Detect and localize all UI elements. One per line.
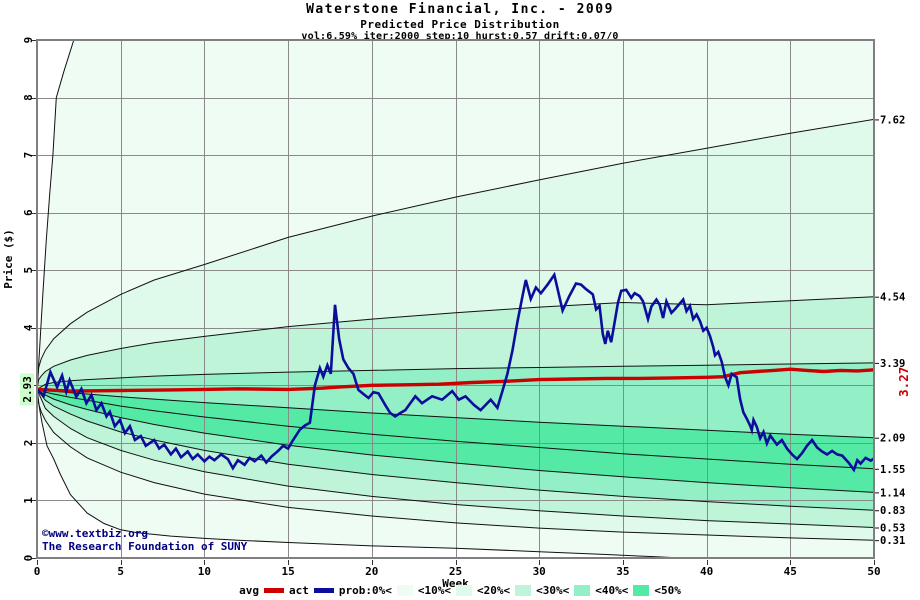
contour-end-label: 4.54 — [880, 292, 905, 304]
legend-band-label: <50% — [654, 584, 681, 597]
x-axis-tick-label: 40 — [700, 565, 713, 578]
legend-avg-line-swatch — [264, 588, 284, 593]
x-axis-tick-label: 50 — [867, 565, 880, 578]
act-line — [37, 271, 874, 473]
contour-end-label: 2.09 — [880, 433, 905, 445]
contour-line-p80 — [37, 296, 874, 390]
contour-line-p90 — [37, 118, 874, 390]
page-title: Waterstone Financial, Inc. - 2009 — [306, 2, 614, 17]
y-axis-tick-label: 1 — [22, 497, 35, 504]
contour-line-p50 — [37, 388, 874, 470]
x-axis-tick-label: 35 — [616, 565, 629, 578]
avg-end-label: 3.27 — [896, 367, 911, 397]
y-axis-tick-label: 0 — [22, 555, 35, 562]
y-axis-tick-label: 2 — [22, 440, 35, 447]
x-axis-tick-label: 20 — [365, 565, 378, 578]
watermark-org: The Research Foundation of SUNY — [42, 540, 248, 553]
contour-end-label: 3.39 — [880, 358, 905, 370]
legend-band-label: <40%< — [595, 584, 629, 597]
simulation-params: vol:6.59% iter:2000 step:10 hurst:0.57 d… — [301, 31, 619, 42]
contour-end-label: 1.14 — [880, 487, 905, 499]
legend-prob-label: prob:0%< — [338, 584, 392, 597]
probability-band-p70-p80 — [37, 296, 874, 390]
chart-subtitle: Predicted Price Distribution — [360, 18, 560, 31]
legend-band-swatch — [633, 585, 650, 596]
legend-band-label: <10%< — [417, 584, 451, 597]
legend-band-label: <30%< — [536, 584, 570, 597]
probability-band-p40-p50 — [37, 389, 874, 493]
y-axis-tick-label: 9 — [22, 37, 35, 44]
y-axis-tick-label: 7 — [22, 152, 35, 159]
y-axis-tick-label: 8 — [22, 94, 35, 101]
title-block: Waterstone Financial, Inc. - 2009 Predic… — [0, 2, 920, 43]
x-axis-tick-label: 10 — [198, 565, 211, 578]
contour-end-label: 0.31 — [880, 535, 905, 547]
x-axis-tick-label: 25 — [449, 565, 462, 578]
legend-avg-label: avg — [239, 584, 259, 597]
x-axis-tick-label: 0 — [34, 565, 41, 578]
contour-line-p70 — [37, 362, 874, 390]
start-price-highlight — [20, 373, 34, 406]
contour-line-p40 — [37, 388, 874, 493]
probability-band-p60-p70 — [37, 362, 874, 438]
contour-end-label: 1.55 — [880, 464, 905, 476]
start-price-label: 2.93 — [21, 376, 34, 403]
legend-band-swatch — [574, 585, 591, 596]
probability-band-p90-max — [37, 40, 874, 390]
contour-line-p20 — [37, 389, 874, 528]
x-axis-tick-label: 30 — [533, 565, 546, 578]
contour-line-max — [37, 40, 75, 390]
contour-line-p10 — [37, 389, 874, 541]
legend-band-items: <10%< <20%< <30%< <40%< <50% — [396, 584, 681, 597]
legend-act-line-swatch — [313, 588, 334, 593]
legend-band-swatch — [515, 585, 532, 596]
watermark: ©www.textbiz.org The Research Foundation… — [42, 527, 247, 553]
y-axis-tick-label: 4 — [22, 324, 35, 331]
y-axis-tick-label: 5 — [22, 267, 35, 274]
x-axis-tick-label: 45 — [784, 565, 797, 578]
legend-band-swatch — [455, 585, 472, 596]
contour-line-min — [37, 389, 682, 558]
watermark-url: ©www.textbiz.org — [42, 527, 148, 540]
avg-line — [37, 367, 874, 393]
legend-act-label: act — [289, 584, 309, 597]
plot-frame — [36, 39, 875, 559]
contour-end-label: 7.62 — [880, 114, 905, 126]
probability-band-p80-p90 — [37, 119, 874, 390]
probability-band-min-p10 — [37, 389, 874, 558]
contour-line-p30 — [37, 389, 874, 511]
chart-legend: avg act prob:0%< <10%< <20%< <30%< <40%< <50… — [0, 584, 920, 597]
contour-end-label: 0.53 — [880, 522, 905, 534]
legend-band-label: <20%< — [476, 584, 511, 597]
y-axis-title: Price ($) — [2, 229, 15, 289]
y-axis-tick-label: 6 — [22, 209, 35, 216]
legend-band-swatch — [396, 585, 413, 596]
probability-band-p50-p60 — [37, 389, 874, 469]
contour-end-label: 0.83 — [880, 505, 905, 517]
x-axis-tick-label: 5 — [117, 565, 124, 578]
x-axis-tick-label: 15 — [281, 565, 294, 578]
